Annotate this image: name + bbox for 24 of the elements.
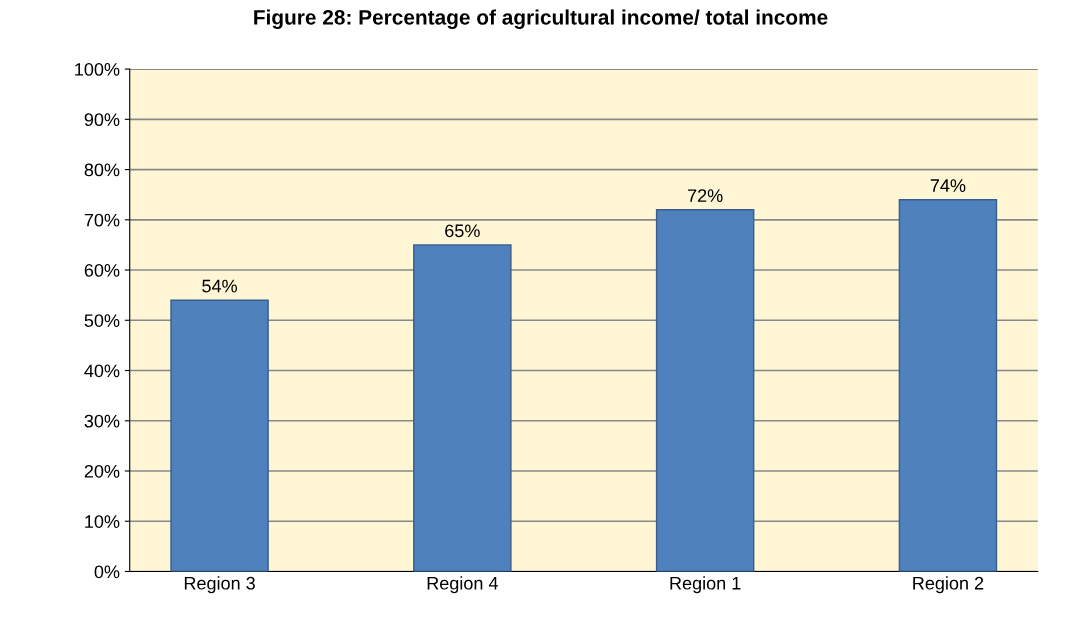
bar bbox=[655, 209, 755, 572]
y-tick-label: 80% bbox=[84, 163, 120, 177]
data-label: 72% bbox=[687, 189, 723, 202]
y-tick-label: 70% bbox=[84, 213, 120, 227]
y-tick-label: 40% bbox=[84, 364, 120, 378]
data-label: 74% bbox=[930, 179, 966, 192]
x-tick-label: Region 3 bbox=[184, 576, 255, 594]
bar bbox=[413, 244, 512, 572]
y-tick-label: 10% bbox=[85, 515, 120, 528]
data-label: 54% bbox=[202, 279, 237, 293]
bar bbox=[170, 299, 269, 572]
data-label: 65% bbox=[445, 224, 480, 238]
y-tick-label: 100% bbox=[75, 63, 120, 76]
chart-title: Figure 28: Percentage of agricultural income/ total income bbox=[254, 9, 828, 29]
y-tick-label: 20% bbox=[84, 464, 120, 478]
x-tick-label: Region 4 bbox=[427, 576, 498, 594]
y-tick-label: 90% bbox=[84, 113, 120, 127]
y-tick-label: 60% bbox=[84, 263, 120, 277]
y-tick-label: 50% bbox=[84, 314, 120, 327]
y-tick-label: 30% bbox=[84, 414, 120, 428]
y-tick-label: 0% bbox=[94, 565, 120, 579]
bar bbox=[898, 199, 998, 572]
x-tick-label: Region 1 bbox=[670, 576, 741, 594]
x-tick-label: Region 2 bbox=[913, 576, 984, 594]
